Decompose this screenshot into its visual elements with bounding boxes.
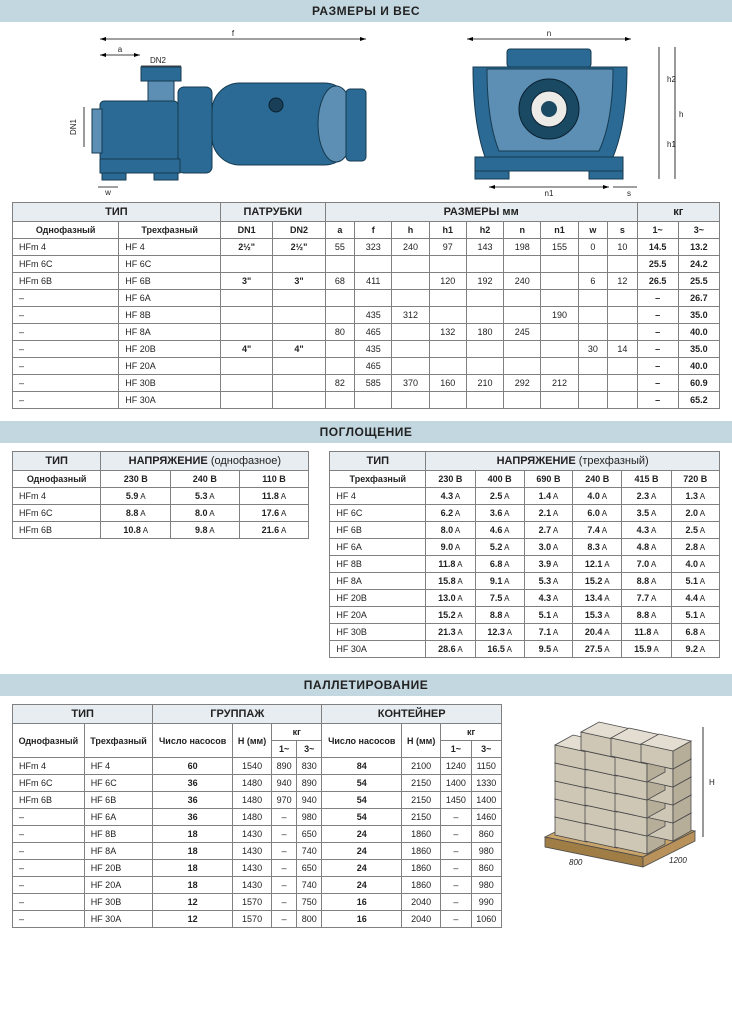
- pump-front-view: n h2 h h1 n1 s: [427, 27, 687, 197]
- table-row: HFm 45.9 A5.3 A11.8 A: [13, 488, 309, 505]
- svg-text:h1: h1: [667, 140, 676, 149]
- col-header: w: [578, 222, 607, 239]
- col-header: f: [355, 222, 392, 239]
- table-row: –HF 20A181430–740241860–980: [13, 877, 502, 894]
- svg-text:DN1: DN1: [69, 118, 78, 135]
- table-row: –HF 20B4"4"4353014–35.0: [13, 341, 720, 358]
- table-row: –HF 20A465–40.0: [13, 358, 720, 375]
- svg-text:s: s: [627, 189, 631, 197]
- svg-text:w: w: [104, 188, 111, 197]
- col-header: DN1: [220, 222, 272, 239]
- svg-text:1200: 1200: [669, 856, 687, 865]
- col-header: Однофазный: [13, 222, 119, 239]
- table-row: –HF 8A181430–740241860–980: [13, 843, 502, 860]
- absorption-three-table: ТИП НАПРЯЖЕНИЕ (трехфазный) Трехфазный23…: [329, 451, 720, 658]
- table-row: HFm 6B10.8 A9.8 A21.6 A: [13, 522, 309, 539]
- svg-text:a: a: [117, 45, 122, 54]
- table-row: HFm 6CHF 6C25.524.2: [13, 256, 720, 273]
- table-row: –HF 6A361480–980542150–1460: [13, 809, 502, 826]
- table-row: –HF 20B181430–650241860–860: [13, 860, 502, 877]
- table-row: –HF 8B435312190–35.0: [13, 307, 720, 324]
- table-row: –HF 8A80465132180245–40.0: [13, 324, 720, 341]
- table-row: HFm 4HF 460154089083084210012401150: [13, 758, 502, 775]
- table-row: –HF 30B82585370160210292212–60.9: [13, 375, 720, 392]
- svg-text:H: H: [709, 778, 715, 787]
- table-row: –HF 30A–65.2: [13, 392, 720, 409]
- pump-side-view: f a DN2 DN1 w: [46, 27, 376, 197]
- col-header: n: [504, 222, 541, 239]
- table-row: HF 6C6.2 A3.6 A2.1 A6.0 A3.5 A2.0 A: [330, 505, 720, 522]
- col-header: a: [325, 222, 354, 239]
- svg-text:n: n: [546, 29, 550, 38]
- svg-text:n1: n1: [544, 189, 553, 197]
- table-row: HFm 6C8.8 A8.0 A17.6 A: [13, 505, 309, 522]
- col-header: Трехфазный: [119, 222, 221, 239]
- table-row: HF 8A15.8 A9.1 A5.3 A15.2 A8.8 A5.1 A: [330, 573, 720, 590]
- pallet-diagram: H 1200 800: [520, 704, 720, 874]
- table-row: HF 30A28.6 A16.5 A9.5 A27.5 A15.9 A9.2 A: [330, 641, 720, 658]
- col-header: DN2: [273, 222, 325, 239]
- table-row: HFm 6BHF 6B3"3"6841112019224061226.525.5: [13, 273, 720, 290]
- col-header: 1~: [637, 222, 678, 239]
- table-row: HFm 6CHF 6C36148094089054215014001330: [13, 775, 502, 792]
- table-row: –HF 30A121570–800162040–1060: [13, 911, 502, 928]
- table-row: –HF 8B181430–650241860–860: [13, 826, 502, 843]
- table-row: HF 20A15.2 A8.8 A5.1 A15.3 A8.8 A5.1 A: [330, 607, 720, 624]
- table-row: HF 6B8.0 A4.6 A2.7 A7.4 A4.3 A2.5 A: [330, 522, 720, 539]
- table-row: HF 30B21.3 A12.3 A7.1 A20.4 A11.8 A6.8 A: [330, 624, 720, 641]
- dimensions-table: ТИП ПАТРУБКИ РАЗМЕРЫ мм кг ОднофазныйТре…: [12, 202, 720, 409]
- svg-text:h: h: [679, 110, 683, 119]
- table-row: HFm 4HF 42½"2½"553232409714319815501014.…: [13, 239, 720, 256]
- table-row: –HF 30B121570–750162040–990: [13, 894, 502, 911]
- col-header: s: [608, 222, 637, 239]
- col-header: h: [392, 222, 429, 239]
- section-title-dimensions: РАЗМЕРЫ И ВЕС: [0, 0, 732, 22]
- table-row: HF 20B13.0 A7.5 A4.3 A13.4 A7.7 A4.4 A: [330, 590, 720, 607]
- svg-text:DN2: DN2: [150, 56, 167, 65]
- section-title-palletizing: ПАЛЛЕТИРОВАНИЕ: [0, 674, 732, 696]
- table-row: HF 8B11.8 A6.8 A3.9 A12.1 A7.0 A4.0 A: [330, 556, 720, 573]
- pump-diagrams: f a DN2 DN1 w n h2 h h1: [0, 22, 732, 202]
- section-title-absorption: ПОГЛОЩЕНИЕ: [0, 421, 732, 443]
- table-row: HF 44.3 A2.5 A1.4 A4.0 A2.3 A1.3 A: [330, 488, 720, 505]
- table-row: HFm 6BHF 6B36148097094054215014501400: [13, 792, 502, 809]
- svg-text:f: f: [231, 29, 234, 38]
- absorption-mono-table: ТИП НАПРЯЖЕНИЕ (однофазное) Однофазный23…: [12, 451, 309, 539]
- col-header: n1: [541, 222, 578, 239]
- svg-text:800: 800: [569, 858, 583, 867]
- col-header: h1: [429, 222, 466, 239]
- col-header: 3~: [678, 222, 719, 239]
- palletizing-table: ТИП ГРУППАЖ КОНТЕЙНЕР Однофазный Трехфаз…: [12, 704, 502, 928]
- col-header: h2: [466, 222, 503, 239]
- table-row: HF 6A9.0 A5.2 A3.0 A8.3 A4.8 A2.8 A: [330, 539, 720, 556]
- table-row: –HF 6A–26.7: [13, 290, 720, 307]
